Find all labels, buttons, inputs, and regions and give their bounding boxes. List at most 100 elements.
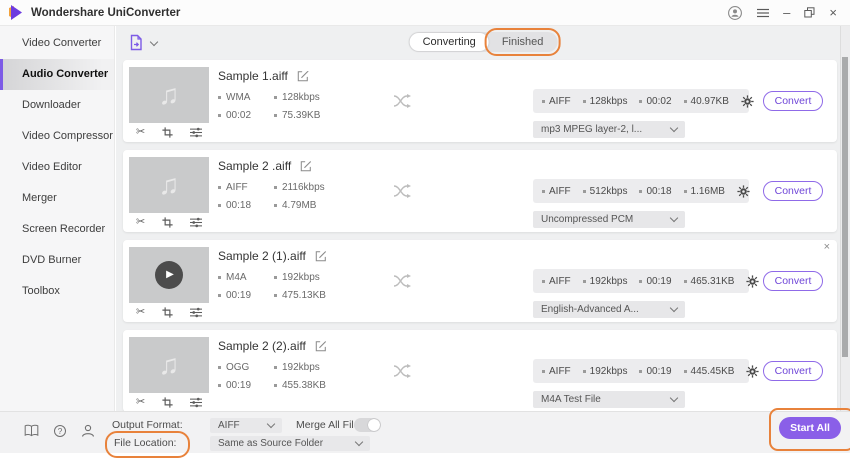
help-icon[interactable]: ? — [54, 424, 66, 437]
bullet — [639, 279, 643, 283]
rename-icon[interactable] — [300, 160, 312, 172]
output-size: 465.31KB — [690, 275, 735, 287]
output-duration: 00:18 — [646, 185, 672, 197]
file-name: Sample 2 (2).aiff — [218, 338, 306, 353]
file-location-value: Same as Source Folder — [218, 438, 324, 449]
settings-gear-icon[interactable] — [746, 274, 760, 288]
output-info-box: AIFF 128kbps 00:02 40.97KB — [533, 89, 754, 113]
play-icon: ▶ — [166, 269, 174, 280]
shuffle-icon — [394, 184, 411, 198]
minimize-icon[interactable]: – — [783, 5, 791, 20]
effects-icon[interactable] — [190, 217, 202, 228]
settings-gear-icon[interactable] — [741, 94, 754, 108]
audio-thumbnail: ♫ — [129, 157, 209, 213]
crop-icon[interactable] — [162, 307, 173, 318]
convert-button[interactable]: Convert — [762, 271, 824, 291]
music-note-icon: ♫ — [158, 79, 180, 110]
sidebar-item-video-compressor[interactable]: Video Compressor — [22, 130, 113, 142]
menu-icon[interactable] — [757, 8, 770, 18]
tab-finished[interactable]: Finished — [501, 36, 544, 48]
bullet — [274, 294, 277, 297]
rename-icon[interactable] — [297, 70, 309, 82]
preset-dropdown[interactable]: mp3 MPEG layer-2, l... — [533, 121, 685, 138]
crop-icon[interactable] — [162, 127, 173, 138]
crop-icon[interactable] — [162, 397, 173, 408]
bullet — [582, 99, 586, 103]
sidebar-item-video-editor[interactable]: Video Editor — [22, 161, 82, 173]
convert-button[interactable]: Convert — [762, 181, 824, 201]
footer-bar: ? Output Format: AIFF Merge All Files: F… — [0, 408, 850, 458]
sidebar-item-dvd-burner[interactable]: DVD Burner — [22, 254, 82, 266]
tab-converting[interactable]: Converting — [409, 33, 489, 51]
close-icon[interactable]: × — [829, 5, 837, 20]
effects-icon[interactable] — [190, 307, 202, 318]
file-location-label: File Location: — [114, 437, 177, 449]
file-location-dropdown[interactable]: Same as Source Folder — [210, 436, 370, 451]
bullet — [683, 279, 687, 283]
tab-finished-wrap: Finished — [484, 28, 561, 56]
output-format: AIFF — [549, 365, 571, 377]
output-size: 1.16MB — [690, 185, 725, 197]
trim-icon[interactable]: ✂ — [136, 126, 146, 138]
remove-file-icon[interactable]: × — [823, 241, 830, 253]
start-all-button[interactable]: Start All — [779, 417, 841, 439]
community-icon[interactable] — [81, 424, 95, 437]
preset-dropdown[interactable]: Uncompressed PCM — [533, 211, 685, 228]
status-tabs: Converting Finished — [408, 28, 561, 56]
output-format-dropdown[interactable]: AIFF — [210, 418, 282, 433]
crop-icon[interactable] — [162, 217, 173, 228]
app-title: Wondershare UniConverter — [31, 6, 181, 19]
sidebar-item-merger[interactable]: Merger — [22, 192, 57, 204]
trim-icon[interactable]: ✂ — [136, 396, 146, 408]
trim-icon[interactable]: ✂ — [136, 306, 146, 318]
shuffle-column — [394, 240, 420, 322]
source-format: AIFF — [226, 182, 248, 193]
merge-toggle[interactable] — [354, 418, 381, 432]
account-icon[interactable] — [727, 5, 743, 21]
rename-icon[interactable] — [315, 250, 327, 262]
audio-thumbnail: ▶ — [129, 247, 209, 303]
convert-column: Convert — [749, 150, 837, 232]
output-format: AIFF — [549, 275, 571, 287]
chevron-down-icon — [669, 303, 679, 313]
convert-column: Convert — [749, 240, 837, 322]
bullet — [218, 276, 221, 279]
sidebar-item-screen-recorder[interactable]: Screen Recorder — [22, 223, 106, 235]
bullet — [274, 384, 277, 387]
effects-icon[interactable] — [190, 397, 202, 408]
source-size: 455.38KB — [282, 380, 326, 391]
sidebar-item-downloader[interactable]: Downloader — [22, 99, 81, 111]
preset-value: M4A Test File — [541, 394, 601, 405]
bullet — [274, 114, 277, 117]
output-format-value: AIFF — [218, 420, 240, 431]
effects-icon[interactable] — [190, 127, 202, 138]
settings-gear-icon[interactable] — [746, 364, 760, 378]
convert-button[interactable]: Convert — [762, 361, 824, 381]
output-column: AIFF 128kbps 00:02 40.97KB mp3 MPEG laye… — [533, 60, 754, 142]
source-duration: 00:18 — [226, 200, 252, 211]
trim-icon[interactable]: ✂ — [136, 216, 146, 228]
settings-gear-icon[interactable] — [737, 184, 750, 198]
file-name: Sample 1.aiff — [218, 68, 288, 83]
audio-thumbnail: ♫ — [129, 67, 209, 123]
play-button[interactable]: ▶ — [155, 261, 183, 289]
preset-dropdown[interactable]: M4A Test File — [533, 391, 685, 408]
source-duration: 00:19 — [226, 290, 252, 301]
add-files-button[interactable] — [128, 34, 159, 51]
guide-book-icon[interactable] — [24, 424, 39, 437]
sidebar-item-toolbox[interactable]: Toolbox — [22, 285, 60, 297]
convert-button[interactable]: Convert — [762, 91, 824, 111]
help-glyph: ? — [57, 425, 63, 436]
preset-value: mp3 MPEG layer-2, l... — [541, 124, 643, 135]
thumb-toolbar: ✂ — [129, 393, 209, 412]
sidebar-item-audio-converter[interactable]: Audio Converter — [0, 59, 114, 90]
source-bitrate: 128kbps — [282, 92, 320, 103]
rename-icon[interactable] — [315, 340, 327, 352]
sidebar-item-video-converter[interactable]: Video Converter — [22, 37, 102, 49]
bullet — [274, 204, 277, 207]
preset-dropdown[interactable]: English-Advanced A... — [533, 301, 685, 318]
restore-icon[interactable] — [804, 7, 815, 18]
scrollbar-thumb[interactable] — [842, 57, 848, 357]
output-bitrate: 128kbps — [589, 95, 628, 107]
shuffle-column — [394, 150, 420, 232]
